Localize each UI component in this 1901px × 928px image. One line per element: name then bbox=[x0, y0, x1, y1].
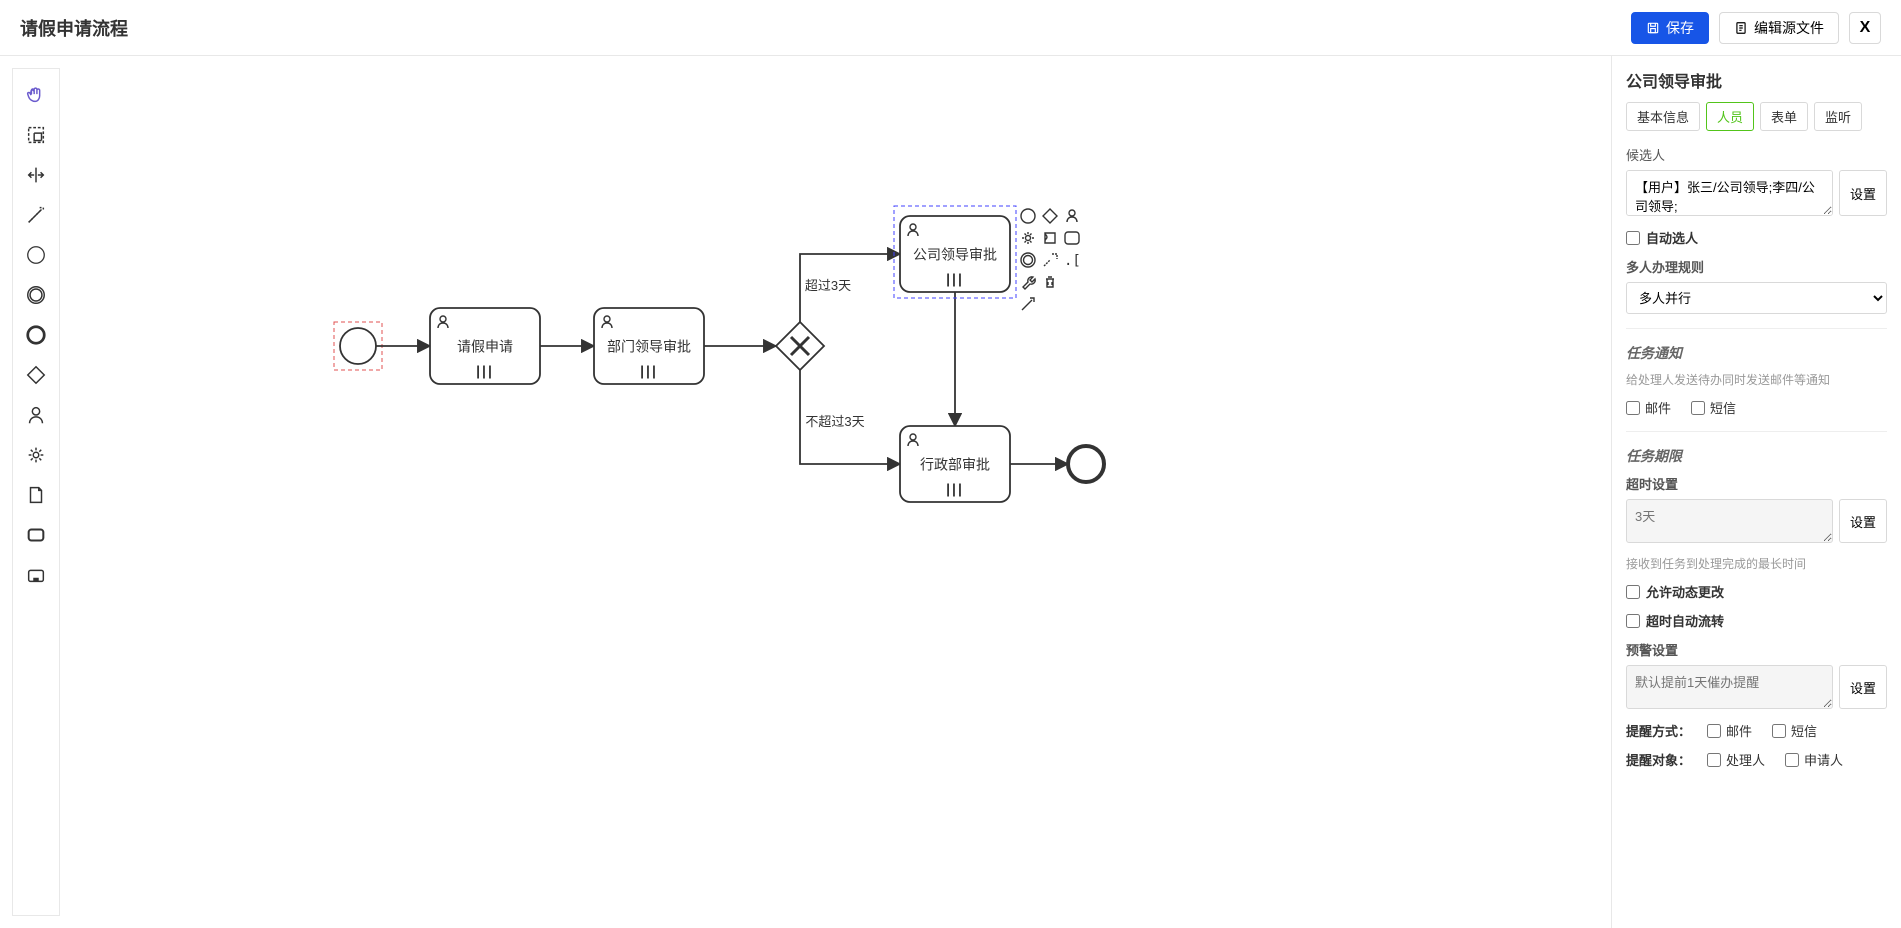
end-event[interactable] bbox=[1068, 446, 1104, 482]
pad-task-icon[interactable] bbox=[1065, 232, 1079, 244]
tab-basic[interactable]: 基本信息 bbox=[1626, 102, 1700, 131]
notify-sms-checkbox[interactable] bbox=[1691, 401, 1705, 415]
pad-event-icon[interactable] bbox=[1021, 209, 1035, 223]
notify-hint: 给处理人发送待办同时发送邮件等通知 bbox=[1626, 371, 1887, 388]
timeout-hint: 接收到任务到处理完成的最长时间 bbox=[1626, 555, 1887, 572]
svg-text:|||: ||| bbox=[946, 481, 964, 497]
deadline-title: 任务期限 bbox=[1626, 446, 1887, 466]
candidate-label: 候选人 bbox=[1626, 145, 1887, 164]
tool-space[interactable] bbox=[18, 157, 54, 193]
tool-service-task[interactable] bbox=[18, 437, 54, 473]
close-button[interactable]: X bbox=[1849, 12, 1881, 44]
task-admin[interactable]: 行政部审批 ||| bbox=[900, 426, 1010, 502]
notify-title: 任务通知 bbox=[1626, 343, 1887, 363]
auto-forward-checkbox[interactable] bbox=[1626, 614, 1640, 628]
warn-set-button[interactable]: 设置 bbox=[1839, 665, 1887, 709]
gateway[interactable] bbox=[776, 322, 824, 370]
tool-subprocess[interactable] bbox=[18, 517, 54, 553]
auto-forward-label: 超时自动流转 bbox=[1646, 611, 1724, 630]
svg-text:|||: ||| bbox=[476, 363, 494, 379]
pad-text-icon[interactable]: .[ bbox=[1064, 253, 1081, 269]
edit-source-button[interactable]: 编辑源文件 bbox=[1719, 12, 1839, 44]
pad-intermediate-icon[interactable] bbox=[1021, 253, 1035, 267]
tool-user-task[interactable] bbox=[18, 397, 54, 433]
remind-method-label: 提醒方式： bbox=[1626, 721, 1691, 740]
task-apply[interactable]: 请假申请 ||| bbox=[430, 308, 540, 384]
timeout-label: 超时设置 bbox=[1626, 474, 1887, 493]
pad-wrench-icon[interactable] bbox=[1023, 277, 1035, 289]
panel-title: 公司领导审批 bbox=[1626, 68, 1887, 92]
remind-handler-checkbox[interactable] bbox=[1707, 753, 1721, 767]
tab-person[interactable]: 人员 bbox=[1706, 102, 1754, 131]
tool-end-event[interactable] bbox=[18, 317, 54, 353]
bpmn-canvas[interactable]: 超过3天 不超过3天 请假申请 ||| 部门领导审批 ||| bbox=[60, 56, 1611, 928]
tool-group[interactable] bbox=[18, 557, 54, 593]
task-company[interactable]: 公司领导审批 ||| bbox=[900, 216, 1010, 292]
candidate-set-button[interactable]: 设置 bbox=[1839, 170, 1887, 216]
bpmn-toolbox bbox=[12, 68, 60, 916]
task-admin-label: 行政部审批 bbox=[920, 457, 990, 473]
task-dept-label: 部门领导审批 bbox=[607, 339, 691, 355]
auto-select-checkbox[interactable] bbox=[1626, 231, 1640, 245]
tool-connect[interactable] bbox=[18, 197, 54, 233]
start-event[interactable] bbox=[340, 328, 376, 364]
tool-data-object[interactable] bbox=[18, 477, 54, 513]
tab-listener[interactable]: 监听 bbox=[1814, 102, 1862, 131]
pad-annotation-icon[interactable] bbox=[1044, 254, 1057, 266]
tool-start-event[interactable] bbox=[18, 237, 54, 273]
task-apply-label: 请假申请 bbox=[457, 339, 513, 355]
tool-hand[interactable] bbox=[18, 77, 54, 113]
auto-select-label: 自动选人 bbox=[1646, 228, 1698, 247]
tab-form[interactable]: 表单 bbox=[1760, 102, 1808, 131]
notify-email-checkbox[interactable] bbox=[1626, 401, 1640, 415]
edit-source-label: 编辑源文件 bbox=[1754, 18, 1824, 38]
task-dept[interactable]: 部门领导审批 ||| bbox=[594, 308, 704, 384]
save-button-label: 保存 bbox=[1666, 18, 1694, 38]
svg-text:|||: ||| bbox=[946, 271, 964, 287]
multi-rule-select[interactable]: 多人并行 bbox=[1626, 282, 1887, 314]
allow-dynamic-checkbox[interactable] bbox=[1626, 585, 1640, 599]
pad-gateway-icon[interactable] bbox=[1043, 209, 1057, 223]
remind-sms-checkbox[interactable] bbox=[1772, 724, 1786, 738]
tool-intermediate-event[interactable] bbox=[18, 277, 54, 313]
remind-applicant-checkbox[interactable] bbox=[1785, 753, 1799, 767]
timeout-input[interactable] bbox=[1626, 499, 1833, 543]
properties-panel: 公司领导审批 基本信息 人员 表单 监听 候选人 【用户】张三/公司领导;李四/… bbox=[1611, 56, 1901, 928]
page-title: 请假申请流程 bbox=[20, 15, 128, 41]
multi-rule-label: 多人办理规则 bbox=[1626, 257, 1887, 276]
remind-target-label: 提醒对象： bbox=[1626, 750, 1691, 769]
edge-label-over3: 超过3天 bbox=[805, 278, 851, 293]
svg-text:|||: ||| bbox=[640, 363, 658, 379]
pad-script-icon[interactable] bbox=[1045, 233, 1055, 243]
warn-input[interactable] bbox=[1626, 665, 1833, 709]
edge-label-notover3: 不超过3天 bbox=[805, 414, 864, 429]
pad-delete-icon[interactable] bbox=[1046, 277, 1054, 287]
save-button[interactable]: 保存 bbox=[1631, 12, 1709, 44]
tool-gateway[interactable] bbox=[18, 357, 54, 393]
remind-email-checkbox[interactable] bbox=[1707, 724, 1721, 738]
warn-label: 预警设置 bbox=[1626, 640, 1887, 659]
timeout-set-button[interactable]: 设置 bbox=[1839, 499, 1887, 543]
pad-user-icon[interactable] bbox=[1067, 210, 1077, 222]
tool-lasso[interactable] bbox=[18, 117, 54, 153]
svg-text:.[: .[ bbox=[1064, 253, 1081, 269]
pad-connect-icon[interactable] bbox=[1022, 298, 1034, 310]
candidate-input[interactable]: 【用户】张三/公司领导;李四/公司领导; bbox=[1626, 170, 1833, 216]
task-company-label: 公司领导审批 bbox=[913, 247, 997, 263]
context-pad: .[ bbox=[1021, 209, 1081, 310]
allow-dynamic-label: 允许动态更改 bbox=[1646, 582, 1724, 601]
pad-settings-icon[interactable] bbox=[1022, 232, 1034, 244]
